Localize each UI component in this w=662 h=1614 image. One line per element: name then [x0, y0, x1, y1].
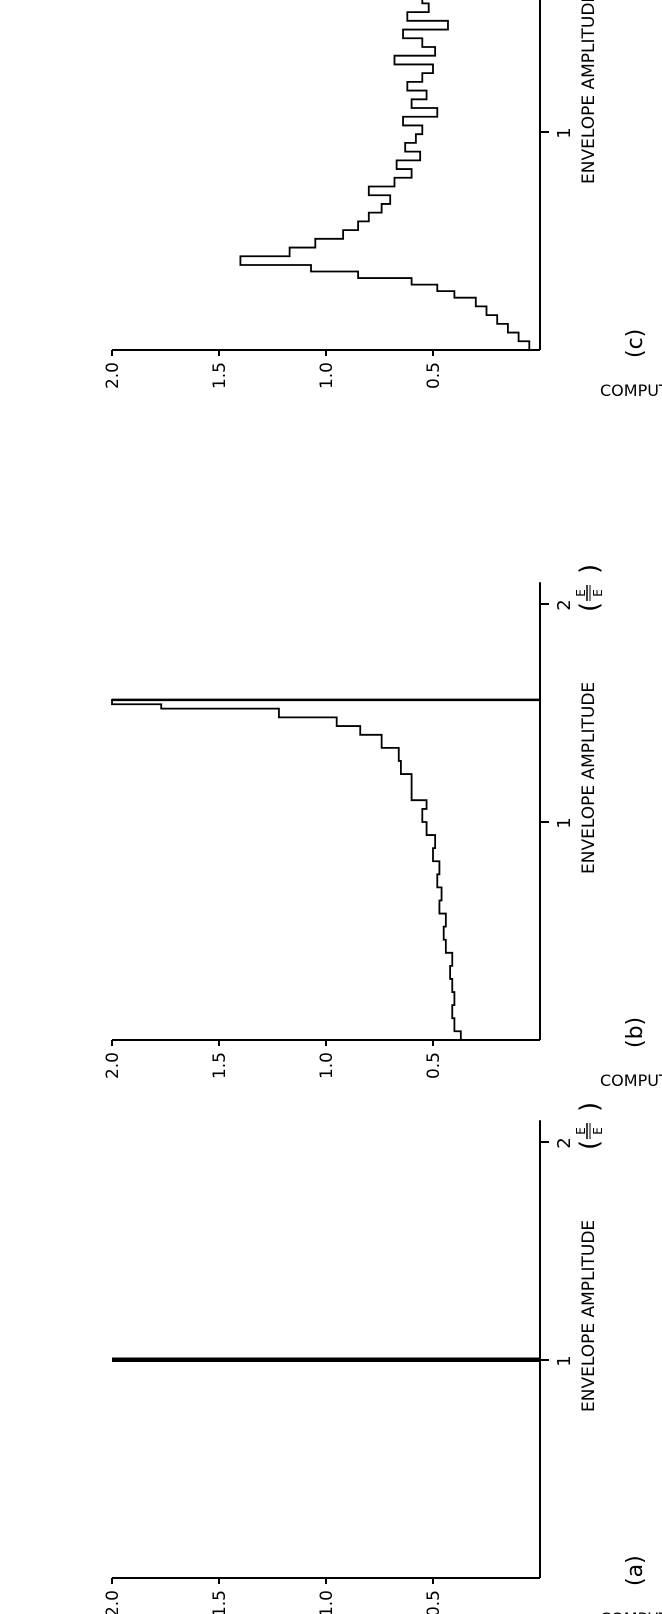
- panel-b: 1 2 0.5 1.0 1.5 2.0 ENVELOPE AMPLITUDE () E E COMP…: [103, 564, 662, 1090]
- y-tick-label: 1.5: [210, 362, 230, 389]
- x-unit-paren-close: ): [575, 1102, 605, 1112]
- y-tick-label: 0.5: [424, 362, 444, 389]
- y-tick-label: 0.5: [424, 1590, 444, 1614]
- y-tick-label: 1.0: [317, 1052, 337, 1079]
- y-tick-label: 2.0: [103, 1590, 123, 1614]
- panel-label: (a): [623, 1555, 648, 1586]
- y-axis-label-group: COMPUTED DENSITY Φ()mm: [600, 1609, 662, 1614]
- x-tick-label: 1: [554, 1355, 575, 1366]
- y-axis-label: COMPUTED DENSITY Φ: [600, 1609, 662, 1614]
- histogram-step-line: [111, 699, 540, 1041]
- x-unit-denominator: E: [591, 589, 605, 597]
- histogram-step-line: [239, 0, 540, 351]
- y-tick-label: 2.0: [103, 1052, 123, 1079]
- x-unit-numerator: E: [574, 589, 588, 597]
- x-tick-label: 2: [554, 1137, 575, 1148]
- y-tick-label: 1.5: [210, 1052, 230, 1079]
- y-tick-label: 1.5: [210, 1590, 230, 1614]
- panel-a: 1 2 0.5 1.0 1.5 2.0 ENVELOPE AMPLITUDE () EE COMP…: [103, 1102, 662, 1614]
- x-unit-paren-open: (: [575, 602, 605, 612]
- x-tick-label: 1: [554, 127, 575, 138]
- x-unit-denominator: E: [591, 1127, 605, 1135]
- x-unit-paren-open: (: [575, 1140, 605, 1150]
- x-unit-paren-close: ): [575, 564, 605, 574]
- y-axis-label: COMPUTED DENSITY Φ: [600, 1071, 662, 1090]
- y-axis-label-group: COMPUTED DENSITY Φ()mm: [600, 381, 662, 400]
- panel-label: (b): [623, 1017, 648, 1048]
- impulse-line: [112, 1357, 540, 1362]
- x-tick-label: 2: [554, 599, 575, 610]
- x-unit-numerator: E: [574, 1127, 588, 1135]
- x-axis-label: ENVELOPE AMPLITUDE: [579, 1220, 599, 1412]
- y-axis-label: COMPUTED DENSITY Φ: [600, 381, 662, 400]
- y-axis-label-group: COMPUTED DENSITY Φ()mm: [600, 1071, 662, 1090]
- x-tick-label: 1: [554, 817, 575, 828]
- y-tick-label: 2.0: [103, 362, 123, 389]
- panel-label: (c): [623, 329, 648, 358]
- x-axis-label: ENVELOPE AMPLITUDE: [579, 0, 599, 184]
- x-axis-label: ENVELOPE AMPLITUDE: [579, 682, 599, 874]
- y-tick-label: 1.0: [317, 1590, 337, 1614]
- y-tick-label: 1.0: [317, 362, 337, 389]
- y-tick-label: 0.5: [424, 1052, 444, 1079]
